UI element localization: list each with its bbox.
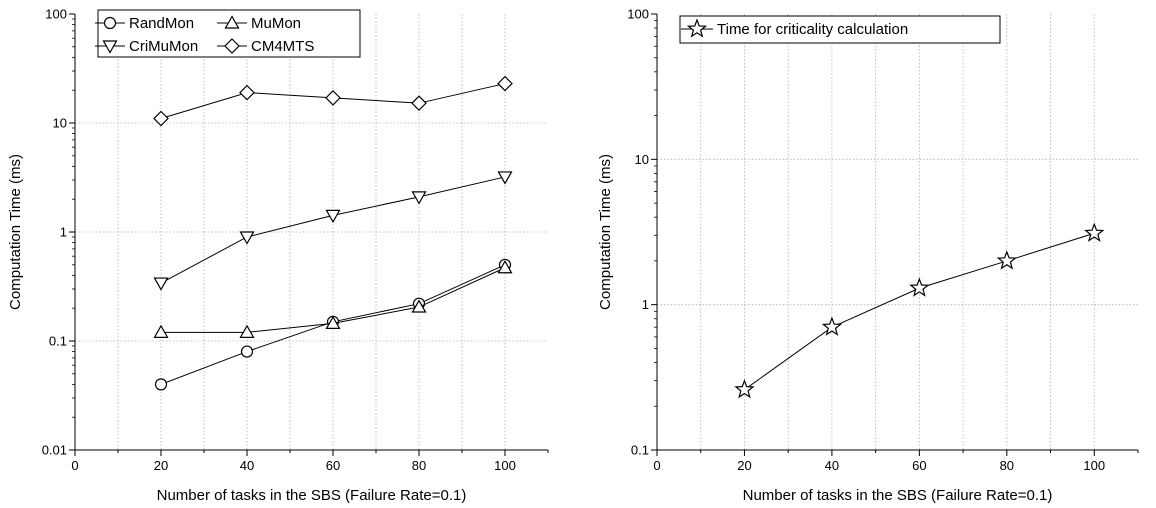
- chart-right-panel: 0 20 40 60 80 100 0.1 1 10 100 Number of tasks in …: [597, 7, 1139, 504]
- x-axis-title: Number of tasks in the SBS (Failure Rate…: [157, 487, 467, 504]
- data-point: [325, 209, 341, 224]
- grid: [657, 14, 1138, 450]
- x-tick-label: 80: [1000, 458, 1014, 473]
- legend-label: CriMuMon: [129, 38, 198, 55]
- data-point: [153, 324, 169, 338]
- data-point: [497, 75, 513, 92]
- data-point: [996, 250, 1017, 270]
- data-point: [154, 378, 168, 391]
- legend-item: CriMuMon: [95, 38, 198, 55]
- y-tick-label: 100: [627, 7, 649, 22]
- legend-marker: [224, 15, 240, 29]
- chart-left-panel: 0 20 40 60 80 100 0.01 0.1 1 10 100 Number of tasks…: [7, 7, 549, 504]
- grid: [75, 14, 548, 450]
- data-point: [239, 324, 255, 338]
- data-point: [325, 90, 341, 106]
- series-mumon: [153, 260, 513, 338]
- legend: Time for criticality calculation: [679, 15, 1001, 44]
- x-axis-title: Number of tasks in the SBS (Failure Rate…: [743, 487, 1053, 504]
- x-tick-label: 100: [494, 458, 516, 473]
- x-tick-label: 0: [71, 458, 78, 473]
- data-point: [240, 345, 254, 358]
- data-point: [239, 84, 255, 101]
- legend-label: MuMon: [251, 15, 301, 32]
- data-point: [909, 277, 930, 297]
- data-point: [153, 110, 169, 127]
- x-tick-label: 20: [154, 458, 168, 473]
- data-point: [411, 299, 427, 313]
- x-tick-label: 60: [326, 458, 340, 473]
- y-axis-title: Computation Time (ms): [7, 154, 24, 310]
- legend-label: RandMon: [129, 15, 194, 32]
- data-point: [497, 260, 513, 274]
- x-tick-label: 20: [737, 458, 751, 473]
- y-tick-label: 10: [635, 152, 649, 167]
- x-tick-label: 80: [412, 458, 426, 473]
- legend-marker: [686, 18, 708, 38]
- series-crimumon: [153, 171, 513, 291]
- legend-label: Time for criticality calculation: [717, 21, 908, 38]
- data-point: [411, 95, 427, 112]
- y-axis-title: Computation Time (ms): [597, 154, 614, 310]
- y-tick-label: 0.1: [49, 334, 67, 349]
- legend-box: [679, 15, 1001, 44]
- data-point: [153, 277, 169, 291]
- legend-item: RandMon: [95, 15, 194, 32]
- x-tick-label: 100: [1083, 458, 1105, 473]
- y-tick-label: 0.1: [631, 443, 649, 458]
- legend: RandMon MuMon CriMuMon CM4MTS: [95, 9, 361, 58]
- data-point: [239, 231, 255, 245]
- x-tick-label: 40: [240, 458, 254, 473]
- legend-item: CM4MTS: [217, 38, 314, 55]
- y-tick-label: 100: [45, 7, 67, 22]
- x-tick-label: 60: [912, 458, 926, 473]
- legend-item: MuMon: [217, 15, 301, 32]
- legend-marker: [224, 38, 240, 54]
- data-point: [734, 378, 755, 399]
- x-tick-label: 40: [825, 458, 839, 473]
- series-cm4mts: [153, 75, 513, 127]
- data-point: [411, 191, 427, 205]
- y-tick-label: 10: [53, 116, 67, 131]
- x-tick-label: 0: [653, 458, 660, 473]
- data-point: [325, 315, 341, 330]
- y-tick-label: 0.01: [42, 443, 67, 458]
- series-time-for-criticality-calculation: [734, 222, 1105, 399]
- data-point: [821, 316, 843, 336]
- y-tick-label: 1: [642, 297, 649, 312]
- y-tick-label: 1: [60, 225, 67, 240]
- legend-marker: [102, 40, 118, 54]
- legend-label: CM4MTS: [251, 38, 314, 55]
- data-point: [497, 171, 513, 185]
- legend-marker: [103, 16, 117, 30]
- legend-item: Time for criticality calculation: [681, 18, 908, 38]
- data-point: [1084, 222, 1105, 242]
